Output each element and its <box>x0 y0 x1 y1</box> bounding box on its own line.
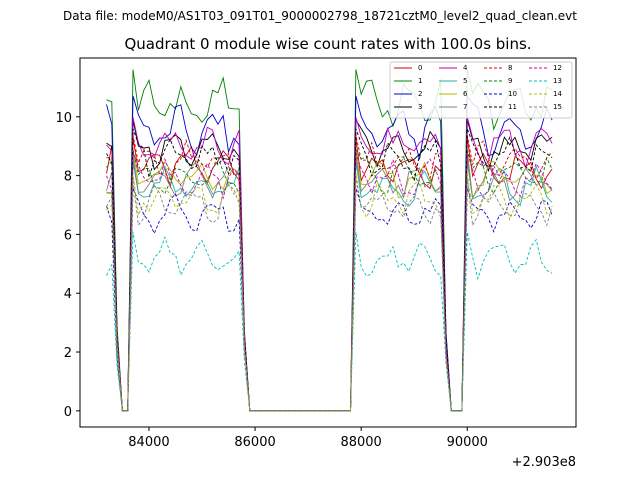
legend-label-0: 0 <box>418 64 422 72</box>
legend-label-15: 15 <box>553 103 562 111</box>
series-line-10 <box>106 187 553 412</box>
y-tick-label: 10 <box>55 111 72 126</box>
chart-title: Quadrant 0 module wise count rates with … <box>124 35 531 53</box>
y-tick-label: 6 <box>64 228 72 243</box>
legend-label-11: 11 <box>508 103 517 111</box>
legend-label-6: 6 <box>463 90 468 98</box>
y-tick-label: 8 <box>64 170 72 185</box>
legend-label-1: 1 <box>418 77 422 85</box>
series-line-15 <box>106 179 553 412</box>
legend-label-13: 13 <box>553 77 562 85</box>
legend-label-14: 14 <box>553 90 562 98</box>
x-tick-label: 84000 <box>128 435 169 450</box>
axes-layer: 84000 86000 88000 90000 0 2 4 6 8 10 <box>55 111 487 450</box>
x-offset-label: +2.903e8 <box>512 455 576 470</box>
series-line-14 <box>106 173 553 412</box>
y-tick-label: 2 <box>64 346 72 361</box>
legend-label-12: 12 <box>553 64 562 72</box>
series-layer <box>106 69 553 412</box>
legend-label-4: 4 <box>463 64 468 72</box>
x-tick-label: 90000 <box>447 435 488 450</box>
chart-suptitle: Data file: modeM0/AS1T03_091T01_90000027… <box>63 9 577 23</box>
legend-label-8: 8 <box>508 64 512 72</box>
x-tick-label: 88000 <box>340 435 381 450</box>
legend-label-9: 9 <box>508 77 512 85</box>
legend-label-10: 10 <box>508 90 517 98</box>
legend-label-3: 3 <box>418 103 422 111</box>
y-tick-label: 0 <box>64 405 72 420</box>
legend-label-5: 5 <box>463 77 467 85</box>
legend-label-7: 7 <box>463 103 467 111</box>
legend-label-2: 2 <box>418 90 422 98</box>
series-line-11 <box>106 128 553 412</box>
y-tick-label: 4 <box>64 287 72 302</box>
legend-box <box>389 61 573 119</box>
x-tick-label: 86000 <box>234 435 275 450</box>
